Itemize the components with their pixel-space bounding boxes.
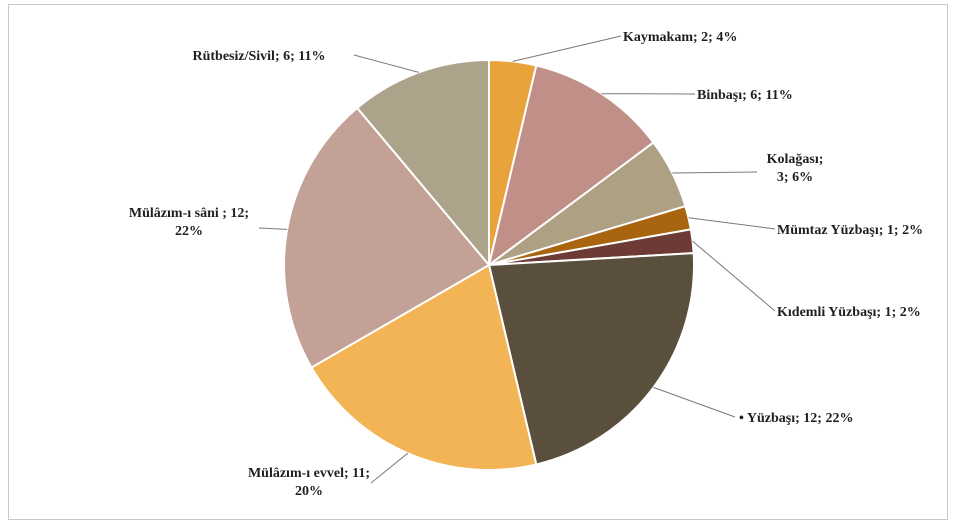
pie-slice-mülâzım-ı-sâni: [282, 106, 491, 369]
leader-line: [688, 217, 776, 230]
slice-label: Mümtaz Yüzbaşı; 1; 2%: [777, 223, 923, 238]
slice-label: Rütbesiz/Sivil; 6; 11%: [192, 49, 325, 64]
slice-label: Mülâzım-ı evvel; 11; 20%: [248, 466, 370, 499]
leader-line: [653, 386, 736, 418]
slice-label: • Yüzbaşı; 12; 22%: [739, 411, 853, 426]
slice-label: Binbaşı; 6; 11%: [697, 88, 793, 103]
slice-label: Kaymakam; 2; 4%: [623, 30, 737, 45]
leader-line: [512, 35, 622, 62]
leader-line: [258, 227, 288, 230]
pie-chart: Kaymakam; 2; 4% Binbaşı; 6; 11% Kolağası; 3…: [129, 30, 923, 499]
slice-label: Kolağası; 3; 6%: [767, 152, 824, 185]
leader-line: [672, 171, 758, 174]
leader-line: [692, 240, 776, 312]
leader-line: [353, 54, 420, 73]
leader-line: [370, 452, 409, 484]
slice-label: Mülâzım-ı sâni ; 12; 22%: [129, 206, 249, 239]
chart-frame: Kaymakam; 2; 4% Binbaşı; 6; 11% Kolağası; 3…: [8, 4, 948, 520]
slice-label: Kıdemli Yüzbaşı; 1; 2%: [777, 305, 921, 320]
